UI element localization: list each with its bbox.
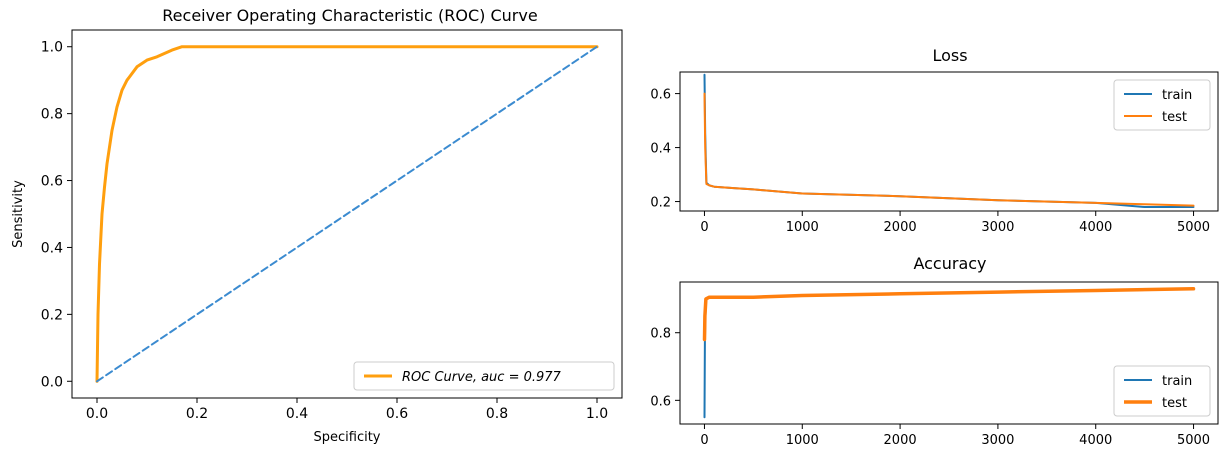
roc-chart-svg: 0.0 0.2 0.4 0.6 0.8 1.0 0.0 0.2 0.4 0.6 0.8 1.0 Spec…	[11, 29, 623, 445]
roc-y-tick-label: 0.8	[41, 107, 63, 123]
roc-y-tick-label: 1.0	[41, 40, 63, 56]
roc-x-tick-label: 0.6	[386, 406, 408, 422]
loss-legend-label: test	[1162, 110, 1187, 125]
roc-x-axis-label: Specificity	[314, 430, 381, 445]
roc-y-tick-label: 0.4	[41, 240, 63, 256]
loss-x-tick-label: 5000	[1177, 220, 1210, 235]
accuracy-legend-label: train	[1162, 374, 1192, 389]
accuracy-axes-frame	[679, 281, 1219, 425]
accuracy-series-line-test	[702, 287, 1196, 342]
loss-legend-label: train	[1162, 88, 1192, 103]
loss-x-tick-label: 1000	[786, 220, 819, 235]
roc-y-axis-label: Sensitivity	[11, 180, 26, 248]
loss-x-tick-label: 0	[700, 220, 708, 235]
roc-y-tick-label: 0.0	[41, 374, 63, 390]
roc-x-tick-label: 0.2	[186, 406, 208, 422]
accuracy-x-tick-label: 0	[700, 433, 708, 448]
roc-x-tick-label: 1.0	[586, 406, 608, 422]
loss-y-tick-label: 0.6	[650, 88, 671, 103]
accuracy-chart: Accuracy 0 1000 2000 3000 4000 5000 0.6 0.8 trai…	[640, 240, 1220, 450]
roc-legend-label: ROC Curve, auc = 0.977	[402, 370, 562, 385]
accuracy-chart-svg: 0 1000 2000 3000 4000 5000 0.6 0.8 train test	[650, 281, 1219, 448]
roc-series-line-roc-curve-auc-0-977	[95, 45, 599, 383]
loss-y-tick-label: 0.4	[650, 142, 671, 157]
roc-y-tick-label: 0.2	[41, 307, 63, 323]
accuracy-x-tick-label: 4000	[1079, 433, 1112, 448]
roc-axes-frame	[71, 29, 623, 399]
roc-x-tick-label: 0.0	[86, 406, 108, 422]
loss-y-tick-label: 0.2	[650, 196, 671, 211]
accuracy-x-tick-label: 2000	[884, 433, 917, 448]
roc-y-tick-label: 0.6	[41, 174, 63, 190]
accuracy-x-tick-label: 3000	[981, 433, 1014, 448]
roc-x-tick-label: 0.8	[486, 406, 508, 422]
loss-chart-svg: 0 1000 2000 3000 4000 5000 0.2 0.4 0.6 train test	[650, 71, 1219, 235]
loss-series-line-test	[703, 92, 1195, 207]
loss-x-tick-label: 4000	[1079, 220, 1112, 235]
roc-chart-title: Receiver Operating Characteristic (ROC) …	[162, 6, 538, 25]
accuracy-y-tick-label: 0.6	[650, 394, 671, 409]
roc-series-line-diagonal	[96, 45, 598, 383]
loss-chart-title: Loss	[932, 46, 968, 65]
roc-legend	[353, 361, 615, 391]
loss-x-tick-label: 2000	[884, 220, 917, 235]
loss-legend	[1113, 79, 1211, 131]
accuracy-x-tick-label: 1000	[786, 433, 819, 448]
accuracy-x-tick-label: 5000	[1177, 433, 1210, 448]
accuracy-legend-label: test	[1162, 396, 1187, 411]
loss-axes-frame	[679, 71, 1219, 212]
loss-x-tick-label: 3000	[981, 220, 1014, 235]
roc-chart: Receiver Operating Characteristic (ROC) …	[11, 6, 623, 445]
accuracy-y-tick-label: 0.8	[650, 327, 671, 342]
accuracy-chart-title: Accuracy	[913, 254, 987, 273]
roc-x-tick-label: 0.4	[286, 406, 308, 422]
loss-chart: Loss 0 1000 2000 3000 4000 5000 0.2 0.4 0.6 train…	[640, 0, 1220, 240]
